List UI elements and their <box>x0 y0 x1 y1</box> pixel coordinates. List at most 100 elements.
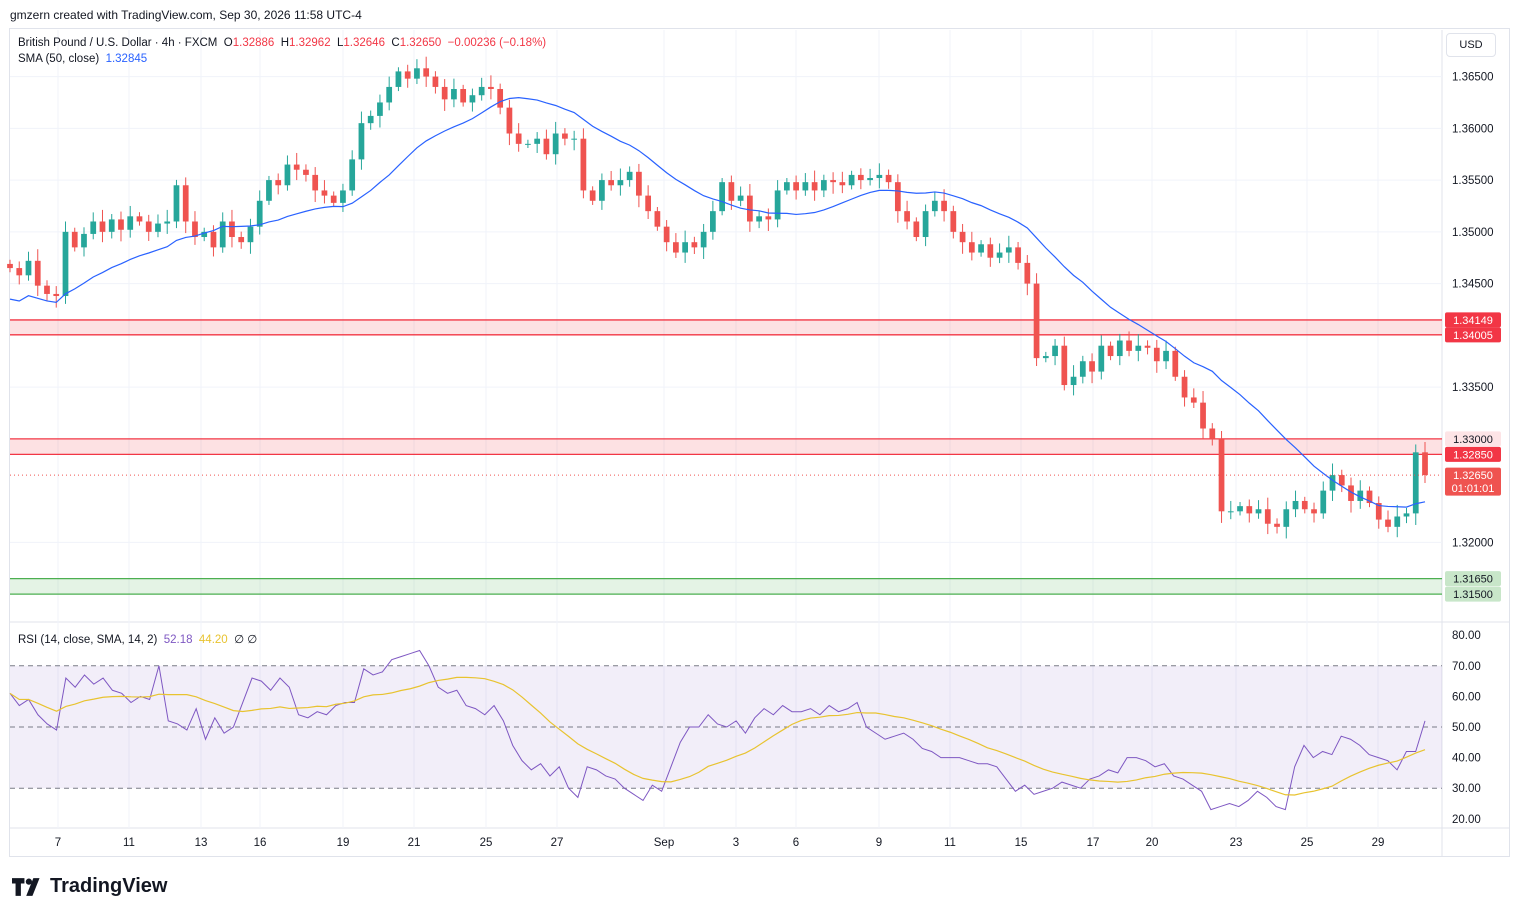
candle-body <box>1366 490 1373 504</box>
candle-body <box>62 231 69 297</box>
candle-body <box>663 226 670 243</box>
x-tick-label: 15 <box>1015 837 1028 849</box>
candle-body <box>108 219 115 232</box>
price-label-box <box>1445 586 1501 602</box>
x-tick-label: 3 <box>733 837 739 849</box>
candle-body <box>857 174 864 181</box>
rsi-sma-value: 44.20 <box>198 634 228 646</box>
sma-label[interactable]: SMA (50, close) <box>18 53 100 65</box>
zone-band <box>10 438 1442 455</box>
candle-body <box>756 216 762 222</box>
candle-body <box>441 86 448 100</box>
candle-body <box>1052 345 1058 357</box>
candle-body <box>996 252 1003 258</box>
candle-body <box>959 231 966 243</box>
candle-body <box>1033 283 1040 359</box>
price-label-box <box>1445 312 1501 328</box>
candle-body <box>1375 503 1382 520</box>
candle-body <box>1292 500 1299 510</box>
candle-body <box>830 180 836 183</box>
currency-button[interactable]: USD <box>1446 33 1496 57</box>
x-tick-label: 19 <box>337 837 350 849</box>
candle-body <box>16 268 23 276</box>
candle-body <box>1385 519 1391 527</box>
candle-body <box>931 200 938 212</box>
x-tick-label: 23 <box>1230 837 1243 849</box>
candle-body <box>386 86 393 103</box>
price-label-box <box>1445 467 1501 496</box>
candle-body <box>210 231 217 248</box>
x-tick-label: 7 <box>55 837 61 849</box>
candle-body <box>1412 452 1419 514</box>
rsi-tick-label: 70.00 <box>1452 661 1481 673</box>
candle-body <box>1264 509 1271 524</box>
price-label-text: 1.31650 <box>1453 574 1493 586</box>
candle-body <box>904 211 910 222</box>
candle-body <box>99 221 106 232</box>
candle-body <box>423 68 430 77</box>
rsi-tick-label: 50.00 <box>1452 722 1481 734</box>
candle-body <box>1255 509 1262 514</box>
candle-body <box>839 182 846 186</box>
candle-body <box>747 195 753 222</box>
candle-body <box>1070 376 1077 386</box>
rsi-tick-label: 60.00 <box>1452 691 1481 703</box>
candle-body <box>506 107 513 134</box>
high-value: 1.32962 <box>289 37 331 49</box>
candle-body <box>275 180 282 186</box>
y-tick-label: 1.32000 <box>1452 537 1494 549</box>
x-tick-label: 6 <box>793 837 799 849</box>
candle-body <box>219 221 226 248</box>
candle-body <box>617 180 624 186</box>
candle-body <box>1024 262 1031 284</box>
x-tick-label: 17 <box>1087 837 1100 849</box>
candle-body <box>885 174 892 183</box>
candle-body <box>1089 361 1095 372</box>
price-label-text: 1.32650 <box>1453 470 1493 482</box>
candle-body <box>515 133 522 144</box>
price-label-text: 1.34149 <box>1453 315 1493 327</box>
candle-body <box>1246 506 1253 514</box>
y-tick-label: 1.34500 <box>1452 279 1494 291</box>
candle-body <box>53 293 60 297</box>
candle-body <box>284 164 291 186</box>
candle-body <box>765 216 772 220</box>
price-label-box <box>1445 446 1501 462</box>
open-value: 1.32886 <box>232 37 275 49</box>
price-label-box <box>1445 327 1501 343</box>
price-label-text: 1.34005 <box>1453 330 1493 342</box>
candle-body <box>432 76 439 87</box>
candle-body <box>1320 490 1327 514</box>
candle-body <box>358 123 365 160</box>
zone-band <box>10 319 1442 335</box>
candle-body <box>1403 513 1410 517</box>
rsi-sma-line <box>9 676 1426 796</box>
rsi-label[interactable]: RSI (14, close, SMA, 14, 2) <box>18 634 158 646</box>
symbol-label[interactable]: British Pound / U.S. Dollar · 4h · FXCM <box>18 37 218 49</box>
candle-body <box>1015 247 1021 263</box>
candle-body <box>266 180 272 201</box>
price-label-text: 1.33000 <box>1453 434 1493 446</box>
rsi-tick-label: 20.00 <box>1452 814 1481 826</box>
candle-body <box>478 86 485 96</box>
x-tick-label: 27 <box>551 837 564 849</box>
price-label-text: 1.31500 <box>1453 589 1493 601</box>
y-tick-label: 1.35500 <box>1452 175 1494 187</box>
low-label: L <box>337 37 344 49</box>
x-tick-label: 20 <box>1146 837 1159 849</box>
candle-body <box>1163 350 1169 362</box>
candle-body <box>534 138 541 144</box>
x-tick-label: 25 <box>1301 837 1314 849</box>
low-value: 1.32646 <box>343 37 385 49</box>
candle-body <box>1005 247 1012 253</box>
candle-body <box>377 102 383 116</box>
candle-body <box>1172 350 1179 377</box>
candle-body <box>321 190 328 196</box>
candle-body <box>571 138 578 140</box>
candle-body <box>1116 340 1123 357</box>
attribution-text: gmzern created with TradingView.com, Sep… <box>10 8 362 22</box>
candle-body <box>626 171 633 181</box>
tradingview-logo[interactable]: TradingView <box>12 875 167 898</box>
candle-body <box>460 89 467 103</box>
